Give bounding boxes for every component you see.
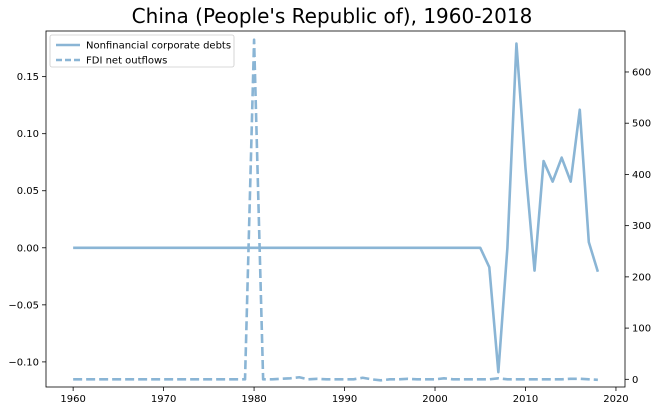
y-left-tick-label: 0.15 (17, 72, 39, 83)
legend: Nonfinancial corporate debts FDI net outf… (49, 34, 235, 68)
series-line-1 (73, 42, 600, 374)
chart-title: China (People's Republic of), 1960-2018 (132, 4, 533, 28)
x-axis: 1960 1970 1980 1990 2000 2010 2020 (60, 387, 629, 405)
y-right-tick-label: 200 (632, 272, 651, 283)
x-tick-label: 1960 (60, 394, 85, 405)
legend-box (49, 34, 235, 68)
y-right-tick-label: 300 (632, 221, 651, 232)
x-tick-label: 2010 (513, 394, 538, 405)
series-line-2 (73, 38, 598, 382)
x-tick-label: 2020 (603, 394, 628, 405)
y-right-tick-label: 400 (632, 170, 651, 181)
legend-label-1: Nonfinancial corporate debts (86, 41, 231, 52)
y-left-tick-label: 0.10 (17, 129, 39, 140)
y-right-tick-label: 600 (632, 67, 651, 78)
x-tick-label: 1990 (332, 394, 357, 405)
plot-frame (45, 30, 626, 388)
y-left-tick-label: 0.00 (17, 243, 39, 254)
y-right-tick-label: 500 (632, 119, 651, 130)
y-left-tick-label: −0.05 (8, 300, 39, 311)
x-tick-label: 2000 (422, 394, 447, 405)
y-right-tick-label: 0 (632, 375, 638, 386)
y-right-tick-label: 100 (632, 324, 651, 335)
x-tick-label: 1980 (241, 394, 266, 405)
y-axis-left: −0.10 −0.05 0.00 0.05 0.10 0.15 (8, 72, 46, 368)
y-left-tick-label: −0.10 (8, 357, 39, 368)
plot-area (45, 30, 626, 388)
legend-label-2: FDI net outflows (86, 56, 167, 67)
y-left-tick-label: 0.05 (17, 186, 39, 197)
series-layer (73, 38, 600, 382)
x-tick-label: 1970 (151, 394, 176, 405)
y-axis-right: 0 100 200 300 400 500 600 (625, 67, 651, 386)
